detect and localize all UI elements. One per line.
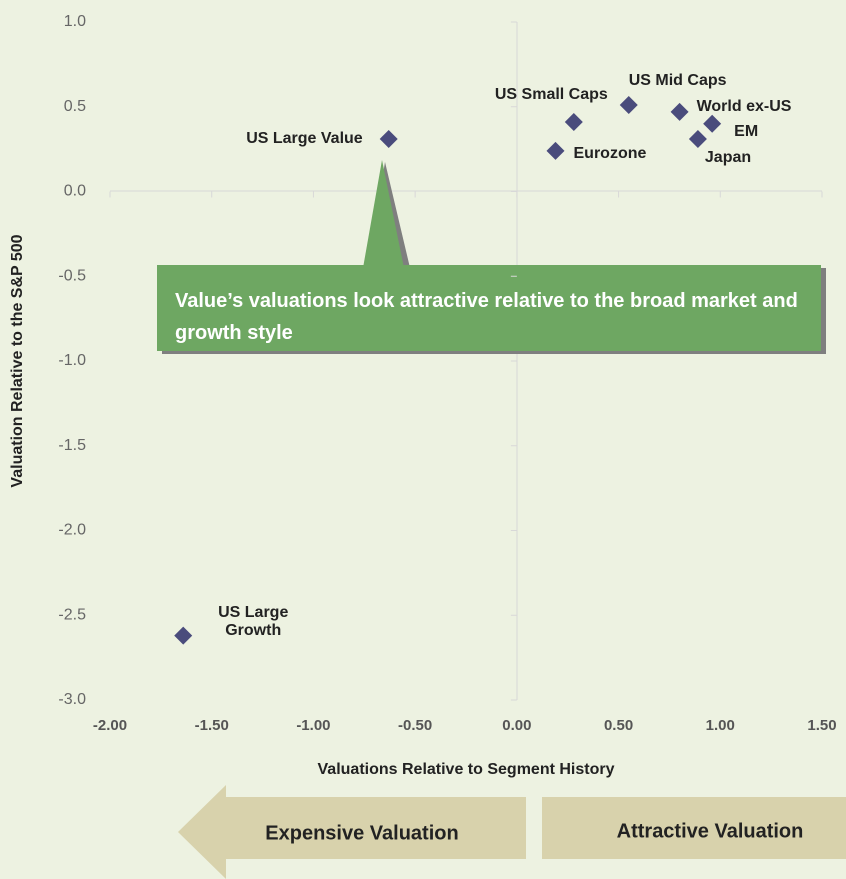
x-tick-label: 1.00 <box>706 717 735 734</box>
point-label: World ex-US <box>696 97 792 115</box>
callout-text: Value’s valuations look attractive relat… <box>175 290 798 344</box>
y-tick-label: -1.5 <box>58 437 86 454</box>
x-tick-label: 0.00 <box>502 717 531 734</box>
point-label: EM <box>734 122 759 140</box>
point-label: Japan <box>704 148 752 166</box>
left-arrow-body <box>226 797 526 859</box>
left-arrow-head <box>178 785 226 879</box>
point-label: US Large Growth <box>218 603 289 639</box>
point-label: US Mid Caps <box>628 72 727 90</box>
y-tick-label: -2.0 <box>58 522 86 539</box>
right-arrow-label: Attractive Valuation <box>617 820 804 842</box>
point-label: US Small Caps <box>494 86 608 103</box>
x-tick-label: 0.50 <box>604 717 633 734</box>
point <box>688 129 707 148</box>
y-tick-label: -3.0 <box>58 691 86 708</box>
point <box>546 141 565 160</box>
x-tick-label: -1.00 <box>296 717 330 734</box>
point <box>619 96 638 115</box>
y-tick-label: -2.5 <box>58 606 86 623</box>
y-tick-label: -0.5 <box>58 267 86 284</box>
point <box>379 129 398 148</box>
point <box>564 113 583 132</box>
y-tick-label: 0.0 <box>64 183 86 200</box>
callout-pointer <box>363 160 404 268</box>
x-tick-label: -1.50 <box>195 717 229 734</box>
x-tick-label: 1.50 <box>807 717 836 734</box>
axis-lines <box>110 22 822 700</box>
y-tick-label: -1.0 <box>58 352 86 369</box>
point <box>703 114 722 133</box>
point-label: US Large Value <box>246 129 363 147</box>
x-tick-label: -0.50 <box>398 717 432 734</box>
point-label: Eurozone <box>573 144 647 162</box>
point <box>670 102 689 121</box>
left-arrow-label: Expensive Valuation <box>265 822 458 844</box>
callout-box <box>157 265 821 351</box>
x-tick-label: -2.00 <box>93 717 127 734</box>
right-arrow-body <box>542 797 846 859</box>
x-axis-title: Valuations Relative to Segment History <box>318 761 615 778</box>
point <box>174 626 193 645</box>
y-tick-label: 0.5 <box>64 98 86 115</box>
y-axis-title: Valuation Relative to the S&P 500 <box>9 234 26 487</box>
y-tick-label: 1.0 <box>64 13 86 30</box>
